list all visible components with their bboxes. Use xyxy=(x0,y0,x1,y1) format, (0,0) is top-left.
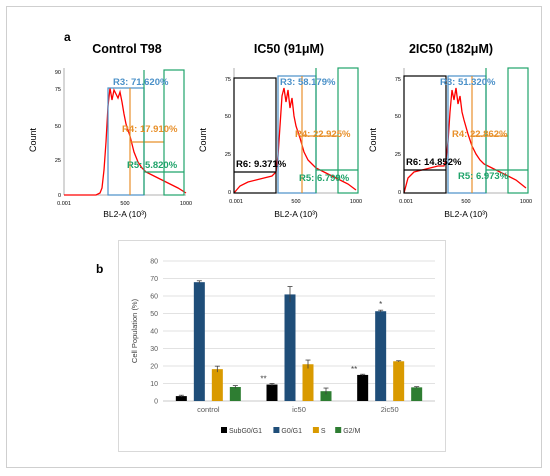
histogram-curve xyxy=(233,87,357,194)
gate-r6-box xyxy=(233,77,277,194)
figure-frame xyxy=(6,6,542,468)
y-tick-label: 0 xyxy=(154,399,158,406)
histogram-ylabel: Count xyxy=(28,128,38,153)
gate-label-r4: R4: 17.910% xyxy=(122,124,178,135)
y-tick: 50 xyxy=(395,114,401,120)
histogram-control: Count 90 75 50 25 0 R3: 71.620% R4: 17.9… xyxy=(28,68,192,219)
gate-label-r5: R5: 6.799% xyxy=(299,173,350,184)
y-tick: 75 xyxy=(55,87,61,93)
gate-label-r3: R3: 58.179% xyxy=(280,77,336,88)
y-tick: 75 xyxy=(395,77,401,83)
y-tick: 25 xyxy=(225,152,231,158)
x-tick: 500 xyxy=(291,199,300,205)
x-tick: 500 xyxy=(461,199,470,205)
y-tick-label: 60 xyxy=(150,294,158,301)
histogram-xlabel: BL2-A (10³) xyxy=(274,209,318,219)
legend-swatch xyxy=(312,427,319,433)
x-tick: 0.001 xyxy=(399,199,413,205)
gate-label-r3: R3: 51.320% xyxy=(440,77,496,88)
y-tick: 90 xyxy=(55,70,61,76)
y-tick: 25 xyxy=(395,152,401,158)
category-label: 2ic50 xyxy=(381,405,399,414)
y-tick-label: 20 xyxy=(150,364,158,371)
gate-label-r4: R4: 22.925% xyxy=(295,129,351,140)
histogram-xlabel: BL2-A (10³) xyxy=(444,209,488,219)
histogram-ylabel: Count xyxy=(198,128,208,153)
panel-a-label: a xyxy=(64,30,71,44)
histogram-xlabel: BL2-A (10³) xyxy=(103,209,147,219)
y-tick: 50 xyxy=(55,124,61,130)
gate-r5-box xyxy=(163,69,185,196)
y-tick: 75 xyxy=(225,77,231,83)
bar-subg0-g1 xyxy=(357,374,369,401)
x-tick: 500 xyxy=(120,201,129,207)
bar-subg0-g1 xyxy=(175,396,187,401)
y-tick-label: 30 xyxy=(150,346,158,353)
x-tick: 0.001 xyxy=(229,199,243,205)
bar-s xyxy=(393,361,405,401)
legend-label: G0/G1 xyxy=(281,428,302,435)
x-tick: 1000 xyxy=(350,199,362,205)
histogram-ic50: Count 75 50 25 0 R3: 58.179% R4: 22.925%… xyxy=(198,67,362,219)
gate-label-r6: R6: 9.371% xyxy=(236,159,287,170)
histogram-2ic50: Count 75 50 25 0 R3: 51.320% R4: 22.862%… xyxy=(368,67,532,219)
panel-b-label: b xyxy=(96,262,104,276)
histogram-curve xyxy=(403,87,527,194)
category-label: control xyxy=(197,405,220,414)
x-tick: 1000 xyxy=(180,201,192,207)
gate-label-r4: R4: 22.862% xyxy=(452,129,508,140)
x-tick: 1000 xyxy=(520,199,532,205)
bar-s xyxy=(211,369,223,401)
histogram-curve xyxy=(64,87,187,196)
significance-marker: ** xyxy=(351,365,357,374)
y-tick-label: 80 xyxy=(150,259,158,266)
gate-label-r5: R5: 6.973% xyxy=(458,171,509,182)
significance-marker: * xyxy=(379,300,382,309)
bar-g0-g1 xyxy=(375,311,387,401)
y-tick-label: 70 xyxy=(150,276,158,283)
gate-r5-box xyxy=(507,67,529,194)
gate-r6-box xyxy=(403,75,447,194)
bar-g0-g1 xyxy=(284,294,296,401)
histogram-title-2ic50: 2IC50 (182μM) xyxy=(408,42,494,56)
legend-swatch xyxy=(273,427,280,433)
legend-swatch xyxy=(221,427,227,433)
gate-label-r6: R6: 14.852% xyxy=(406,157,462,168)
cell-cycle-bar-chart: 0 10 20 30 40 50 60 70 80 Cell Population (%) cont… xyxy=(130,259,435,435)
y-tick: 0 xyxy=(228,190,231,196)
histogram-title-ic50: IC50 (91μM) xyxy=(253,42,325,56)
legend-label: SubG0/G1 xyxy=(229,428,262,435)
bar-g2-m xyxy=(229,387,241,401)
y-axis-label: Cell Population (%) xyxy=(130,298,139,363)
y-tick: 0 xyxy=(398,190,401,196)
bar-g2-m xyxy=(411,387,423,401)
bar-subg0-g1 xyxy=(266,384,278,401)
y-tick-label: 10 xyxy=(150,381,158,388)
y-tick-label: 50 xyxy=(150,311,158,318)
gate-r5-box xyxy=(337,67,359,194)
bar-g0-g1 xyxy=(193,282,205,401)
gate-label-r5: R5: 5.820% xyxy=(127,160,178,171)
x-tick: 0.001 xyxy=(57,201,71,207)
y-tick: 50 xyxy=(225,114,231,120)
bar-g2-m xyxy=(320,391,332,401)
legend-label: S xyxy=(321,428,326,435)
category-label: ic50 xyxy=(292,405,306,414)
legend-swatch xyxy=(335,427,342,433)
significance-marker: ** xyxy=(260,375,266,384)
y-tick: 0 xyxy=(58,193,61,199)
histogram-title-control: Control T98 xyxy=(92,42,162,56)
y-tick: 25 xyxy=(55,158,61,164)
bar-s xyxy=(302,364,314,401)
y-tick-label: 40 xyxy=(150,329,158,336)
bar-chart-panel: 0 10 20 30 40 50 60 70 80 Cell Population (%) cont… xyxy=(118,240,446,452)
histogram-ylabel: Count xyxy=(368,128,378,153)
legend-label: G2/M xyxy=(343,428,360,435)
gate-label-r3: R3: 71.620% xyxy=(113,77,169,88)
